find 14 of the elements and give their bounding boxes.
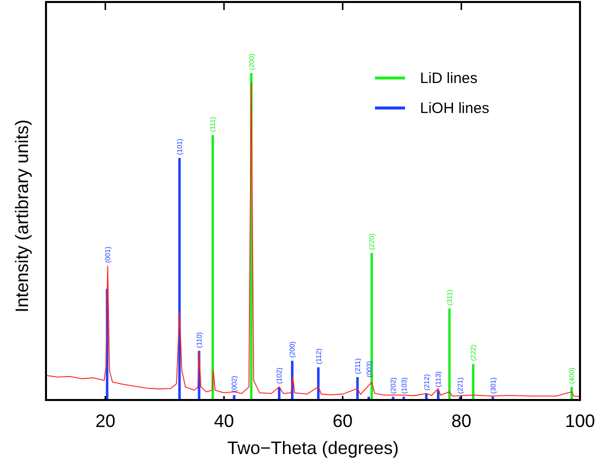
x-tick-label: 60 bbox=[332, 411, 353, 431]
legend-label: LiD lines bbox=[420, 70, 478, 87]
y-axis-title: Intensity (artibrary units) bbox=[12, 119, 32, 313]
x-tick-label: 80 bbox=[451, 411, 472, 431]
bar bbox=[178, 158, 181, 400]
bar bbox=[472, 364, 474, 400]
x-tick-label: 40 bbox=[214, 411, 234, 431]
x-tick-label: 100 bbox=[564, 411, 596, 431]
bar bbox=[211, 135, 214, 400]
legend-label: LiOH lines bbox=[420, 100, 490, 117]
x-axis-title: Two−Theta (degrees) bbox=[227, 438, 399, 458]
bar bbox=[317, 367, 320, 400]
x-tick-label: 20 bbox=[95, 411, 116, 431]
bar bbox=[448, 308, 451, 400]
